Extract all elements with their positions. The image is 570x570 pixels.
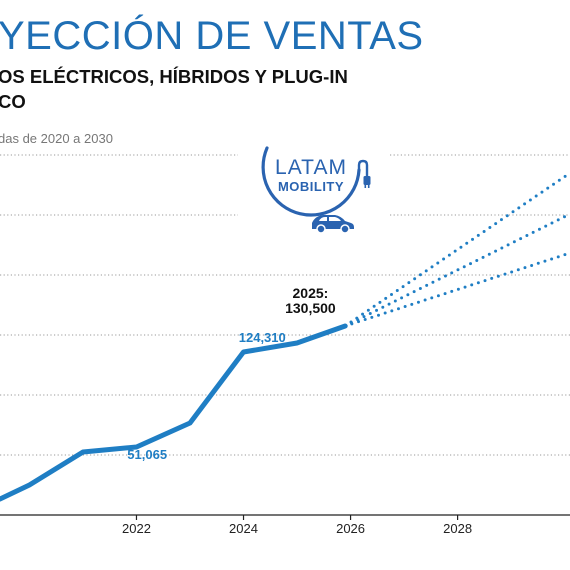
logo-text-mobility: MOBILITY bbox=[278, 179, 344, 194]
data-label: 2025: bbox=[293, 285, 329, 301]
x-tick-label: 2026 bbox=[336, 521, 365, 536]
x-axis: 2022 2024 2026 2028 bbox=[0, 514, 570, 536]
x-tick-label: 2022 bbox=[122, 521, 151, 536]
actual-series bbox=[0, 323, 348, 502]
projection-lines bbox=[343, 171, 570, 328]
data-label: 124,310 bbox=[239, 330, 286, 345]
data-label: 130,500 bbox=[285, 300, 336, 316]
car-icon bbox=[312, 215, 354, 234]
chart-source-note: das de 2020 a 2030 bbox=[0, 131, 113, 146]
x-tick-label: 2024 bbox=[229, 521, 258, 536]
data-label: 51,065 bbox=[127, 447, 167, 462]
logo-text-latam: LATAM bbox=[275, 156, 347, 179]
x-tick-label: 2028 bbox=[443, 521, 472, 536]
chart-subtitle: OS ELÉCTRICOS, HÍBRIDOS Y PLUG-IN CO bbox=[0, 66, 348, 112]
series-line bbox=[0, 323, 348, 502]
chart-title: YECCIÓN DE VENTAS bbox=[0, 14, 424, 58]
plug-icon bbox=[357, 159, 371, 188]
latam-mobility-logo: LATAM MOBILITY bbox=[255, 125, 373, 237]
projection-line bbox=[343, 171, 570, 328]
grid-lines bbox=[0, 154, 570, 456]
projection-line bbox=[343, 251, 570, 328]
projection-line bbox=[343, 212, 570, 328]
logo-ring bbox=[261, 146, 361, 217]
data-labels: 124,310 51,065 2025:130,500 bbox=[127, 285, 336, 462]
